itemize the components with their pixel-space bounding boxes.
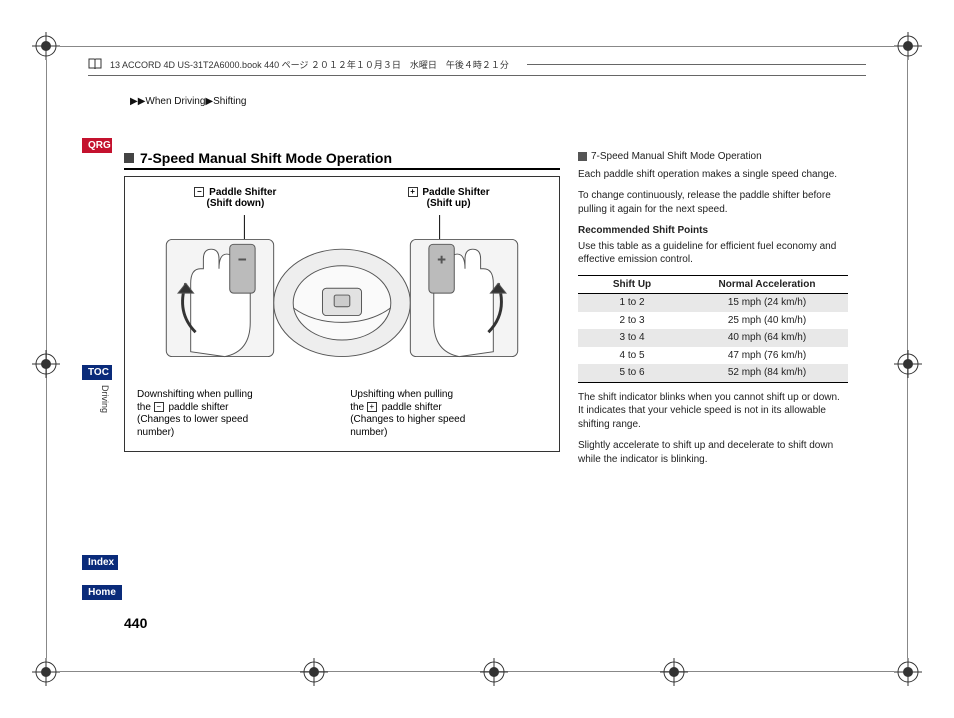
print-header-text: 13 ACCORD 4D US-31T2A6000.book 440 ページ ２… xyxy=(110,58,509,71)
registration-mark-icon xyxy=(894,658,922,686)
plus-icon: + xyxy=(408,187,418,197)
triangle-icon: ▶▶ xyxy=(130,96,145,107)
diagram-box: − Paddle Shifter (Shift down) + Paddle S… xyxy=(124,176,560,452)
section-heading: 7-Speed Manual Shift Mode Operation xyxy=(124,150,560,170)
diagram-label-right: + Paddle Shifter (Shift up) xyxy=(350,187,547,209)
triangle-icon: ▶ xyxy=(205,96,213,107)
toc-button[interactable]: TOC xyxy=(82,365,112,380)
breadcrumb-a: When Driving xyxy=(145,96,205,107)
table-header: Shift Up xyxy=(578,275,686,294)
right-column-heading: 7-Speed Manual Shift Mode Operation xyxy=(578,150,848,164)
index-button[interactable]: Index xyxy=(82,555,118,570)
home-button[interactable]: Home xyxy=(82,585,122,600)
table-row: 4 to 547 mph (76 km/h) xyxy=(578,347,848,365)
print-header: 13 ACCORD 4D US-31T2A6000.book 440 ページ ２… xyxy=(80,55,874,78)
subheading: Recommended Shift Points xyxy=(578,224,848,238)
book-icon xyxy=(88,57,102,71)
section-tab: Driving xyxy=(100,385,110,413)
table-header: Normal Acceleration xyxy=(686,275,848,294)
paddle-shifter-diagram: − + xyxy=(137,213,547,383)
table-row: 1 to 215 mph (24 km/h) xyxy=(578,294,848,312)
registration-mark-icon xyxy=(894,350,922,378)
breadcrumb-b: Shifting xyxy=(213,96,246,107)
minus-icon: − xyxy=(154,402,164,412)
registration-mark-icon xyxy=(894,32,922,60)
plus-icon: + xyxy=(367,402,377,412)
paragraph: Each paddle shift operation makes a sing… xyxy=(578,168,848,182)
breadcrumb: ▶▶When Driving▶Shifting xyxy=(130,96,246,107)
qrg-button[interactable]: QRG xyxy=(82,138,112,153)
registration-mark-icon xyxy=(32,658,60,686)
diagram-label-left: − Paddle Shifter (Shift down) xyxy=(137,187,334,209)
minus-icon: − xyxy=(194,187,204,197)
diagram-caption-right: Upshifting when pulling the + paddle shi… xyxy=(350,389,547,439)
table-row: 2 to 325 mph (40 km/h) xyxy=(578,312,848,330)
registration-mark-icon xyxy=(300,658,328,686)
svg-text:−: − xyxy=(238,252,246,267)
paragraph: To change continuously, release the padd… xyxy=(578,189,848,216)
note-icon xyxy=(578,152,587,161)
registration-mark-icon xyxy=(480,658,508,686)
table-row: 3 to 440 mph (64 km/h) xyxy=(578,329,848,347)
paragraph: Slightly accelerate to shift up and dece… xyxy=(578,439,848,466)
registration-mark-icon xyxy=(32,32,60,60)
registration-mark-icon xyxy=(32,350,60,378)
square-bullet-icon xyxy=(124,153,134,163)
svg-text:+: + xyxy=(438,252,446,267)
paragraph: The shift indicator blinks when you cann… xyxy=(578,391,848,432)
registration-mark-icon xyxy=(660,658,688,686)
paragraph: Use this table as a guideline for effici… xyxy=(578,240,848,267)
section-title: 7-Speed Manual Shift Mode Operation xyxy=(140,150,392,166)
page-number: 440 xyxy=(124,615,147,631)
table-row: 5 to 652 mph (84 km/h) xyxy=(578,364,848,382)
diagram-caption-left: Downshifting when pulling the − paddle s… xyxy=(137,389,334,439)
shift-points-table: Shift Up Normal Acceleration 1 to 215 mp… xyxy=(578,275,848,383)
